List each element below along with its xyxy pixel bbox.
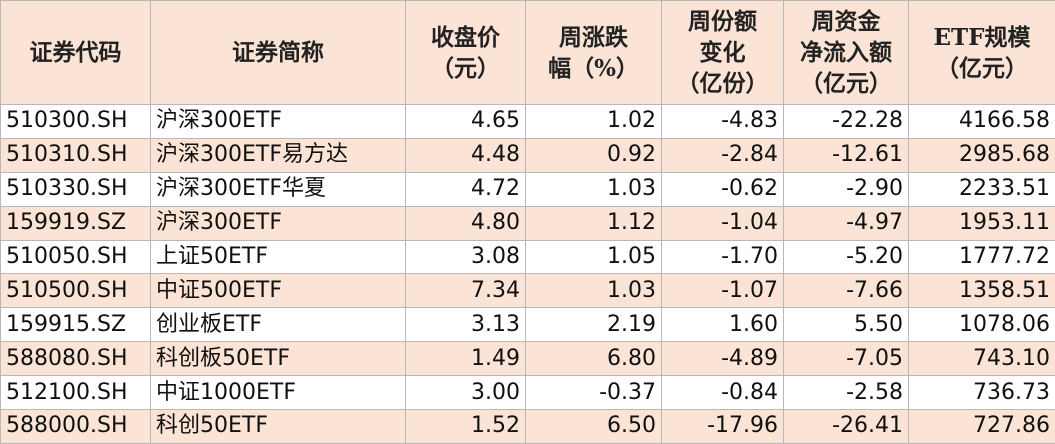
cell-etf-size: 4166.58 [909,105,1055,139]
cell-security-name: 科创50ETF [151,410,406,444]
cell-etf-size: 2985.68 [909,138,1055,172]
cell-weekly-net-inflow: 5.50 [784,308,909,342]
cell-weekly-change-pct: 1.03 [526,172,662,206]
cell-closing-price: 3.08 [406,240,526,274]
cell-weekly-change-pct: 6.50 [526,410,662,444]
cell-weekly-net-inflow: -12.61 [784,138,909,172]
cell-weekly-change-pct: 1.12 [526,206,662,240]
header-weekly-net-inflow: 周资金 净流入额 （亿元） [784,1,909,105]
cell-weekly-change-pct: 0.92 [526,138,662,172]
cell-security-code: 510330.SH [1,172,151,206]
cell-weekly-share-change: -0.84 [662,376,784,410]
cell-weekly-share-change: -1.70 [662,240,784,274]
cell-closing-price: 4.72 [406,172,526,206]
cell-weekly-net-inflow: -22.28 [784,105,909,139]
cell-weekly-change-pct: -0.37 [526,376,662,410]
cell-security-name: 中证500ETF [151,274,406,308]
cell-weekly-change-pct: 6.80 [526,342,662,376]
cell-closing-price: 4.48 [406,138,526,172]
cell-weekly-change-pct: 1.03 [526,274,662,308]
cell-weekly-net-inflow: -26.41 [784,410,909,444]
cell-etf-size: 1953.11 [909,206,1055,240]
cell-etf-size: 1777.72 [909,240,1055,274]
cell-weekly-net-inflow: -2.58 [784,376,909,410]
cell-weekly-change-pct: 2.19 [526,308,662,342]
cell-security-name: 沪深300ETF [151,206,406,240]
cell-closing-price: 4.80 [406,206,526,240]
cell-security-name: 科创板50ETF [151,342,406,376]
cell-etf-size: 736.73 [909,376,1055,410]
cell-security-code: 510050.SH [1,240,151,274]
cell-security-code: 512100.SH [1,376,151,410]
cell-etf-size: 1358.51 [909,274,1055,308]
header-closing-price: 收盘价 （元） [406,1,526,105]
cell-weekly-share-change: -4.89 [662,342,784,376]
cell-security-name: 中证1000ETF [151,376,406,410]
cell-weekly-net-inflow: -5.20 [784,240,909,274]
table-header: 证券代码 证券简称 收盘价 （元） 周涨跌 幅（%） 周份额 变化 （亿份） 周… [1,1,1055,105]
header-security-code: 证券代码 [1,1,151,105]
cell-security-name: 上证50ETF [151,240,406,274]
header-row: 证券代码 证券简称 收盘价 （元） 周涨跌 幅（%） 周份额 变化 （亿份） 周… [1,1,1055,105]
cell-weekly-share-change: -0.62 [662,172,784,206]
cell-security-name: 创业板ETF [151,308,406,342]
cell-weekly-share-change: -17.96 [662,410,784,444]
cell-weekly-net-inflow: -7.66 [784,274,909,308]
cell-etf-size: 1078.06 [909,308,1055,342]
cell-security-code: 510310.SH [1,138,151,172]
cell-weekly-net-inflow: -7.05 [784,342,909,376]
cell-security-code: 588080.SH [1,342,151,376]
cell-closing-price: 1.49 [406,342,526,376]
cell-closing-price: 1.52 [406,410,526,444]
cell-closing-price: 4.65 [406,105,526,139]
cell-security-name: 沪深300ETF [151,105,406,139]
cell-closing-price: 3.00 [406,376,526,410]
cell-security-name: 沪深300ETF华夏 [151,172,406,206]
cell-security-code: 588000.SH [1,410,151,444]
cell-weekly-net-inflow: -2.90 [784,172,909,206]
header-security-name: 证券简称 [151,1,406,105]
cell-weekly-share-change: -2.84 [662,138,784,172]
cell-security-code: 159919.SZ [1,206,151,240]
header-weekly-share-change: 周份额 变化 （亿份） [662,1,784,105]
cell-etf-size: 727.86 [909,410,1055,444]
cell-security-name: 沪深300ETF易方达 [151,138,406,172]
cell-weekly-share-change: -4.83 [662,105,784,139]
cell-weekly-share-change: -1.04 [662,206,784,240]
cell-weekly-net-inflow: -4.97 [784,206,909,240]
cell-etf-size: 2233.51 [909,172,1055,206]
cell-weekly-share-change: -1.07 [662,274,784,308]
cell-weekly-change-pct: 1.02 [526,105,662,139]
cell-security-code: 510300.SH [1,105,151,139]
cell-security-code: 159915.SZ [1,308,151,342]
cell-security-code: 510500.SH [1,274,151,308]
cell-etf-size: 743.10 [909,342,1055,376]
cell-weekly-share-change: 1.60 [662,308,784,342]
cell-closing-price: 7.34 [406,274,526,308]
cell-weekly-change-pct: 1.05 [526,240,662,274]
header-etf-size: ETF规模 （亿元） [909,1,1055,105]
header-weekly-change-pct: 周涨跌 幅（%） [526,1,662,105]
cell-closing-price: 3.13 [406,308,526,342]
